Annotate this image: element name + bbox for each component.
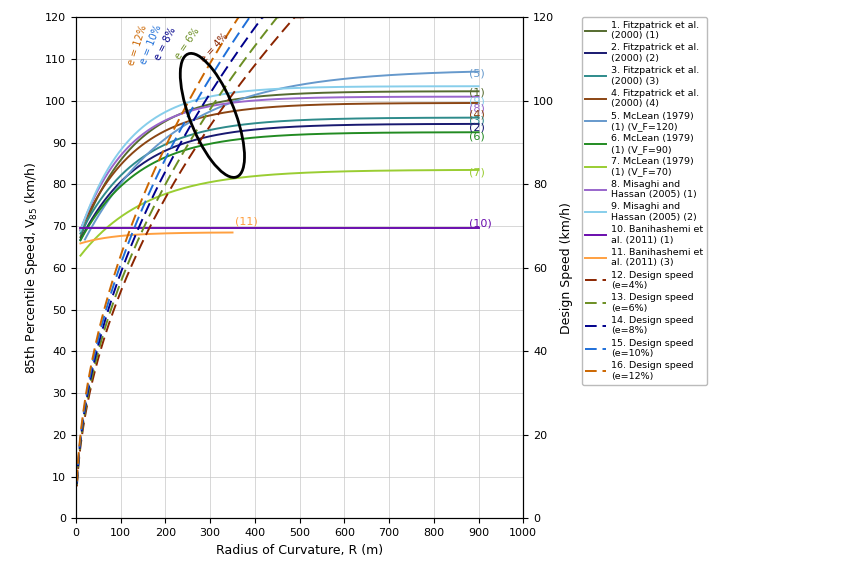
Text: e = 8%: e = 8% (153, 26, 178, 62)
Text: (1): (1) (468, 88, 484, 97)
Text: (4): (4) (468, 109, 484, 119)
Text: (2): (2) (468, 123, 484, 133)
X-axis label: Radius of Curvature, R (m): Radius of Curvature, R (m) (216, 544, 383, 556)
Text: (9): (9) (468, 97, 484, 107)
Text: e = 6%: e = 6% (173, 26, 202, 61)
Text: (3): (3) (468, 115, 484, 126)
Legend: 1. Fitzpatrick et al.
(2000) (1), 2. Fitzpatrick et al.
(2000) (2), 3. Fitzpatri: 1. Fitzpatrick et al. (2000) (1), 2. Fit… (582, 17, 707, 385)
Text: e = 10%: e = 10% (138, 24, 164, 66)
Text: (7): (7) (468, 168, 484, 177)
Text: e = 12%: e = 12% (127, 24, 149, 66)
Text: (10): (10) (468, 219, 491, 229)
Text: (11): (11) (235, 216, 257, 226)
Y-axis label: 85th Percentile Speed, V$_{85}$ (km/h): 85th Percentile Speed, V$_{85}$ (km/h) (23, 161, 40, 374)
Text: (8): (8) (468, 103, 484, 113)
Text: e = 4%: e = 4% (199, 31, 230, 64)
Y-axis label: Design Speed (km/h): Design Speed (km/h) (560, 202, 573, 334)
Text: (5): (5) (468, 69, 484, 79)
Text: (6): (6) (468, 131, 484, 141)
